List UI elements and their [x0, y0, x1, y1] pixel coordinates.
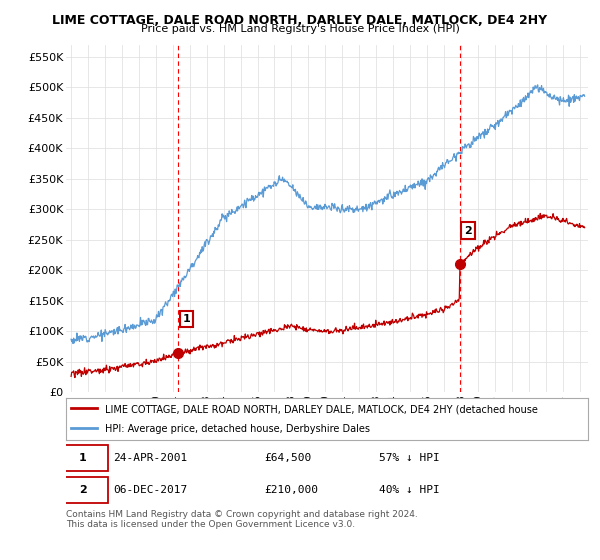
Text: 1: 1	[79, 453, 86, 463]
Text: HPI: Average price, detached house, Derbyshire Dales: HPI: Average price, detached house, Derb…	[105, 424, 370, 434]
Text: 24-APR-2001: 24-APR-2001	[113, 453, 187, 463]
Text: 57% ↓ HPI: 57% ↓ HPI	[379, 453, 440, 463]
Text: £210,000: £210,000	[265, 485, 319, 494]
Text: 1: 1	[182, 314, 190, 324]
Text: LIME COTTAGE, DALE ROAD NORTH, DARLEY DALE, MATLOCK, DE4 2HY (detached house: LIME COTTAGE, DALE ROAD NORTH, DARLEY DA…	[105, 404, 538, 414]
Text: Contains HM Land Registry data © Crown copyright and database right 2024.
This d: Contains HM Land Registry data © Crown c…	[66, 510, 418, 529]
FancyBboxPatch shape	[58, 477, 108, 503]
Text: £64,500: £64,500	[265, 453, 311, 463]
Text: Price paid vs. HM Land Registry's House Price Index (HPI): Price paid vs. HM Land Registry's House …	[140, 24, 460, 34]
Text: 06-DEC-2017: 06-DEC-2017	[113, 485, 187, 494]
Text: LIME COTTAGE, DALE ROAD NORTH, DARLEY DALE, MATLOCK, DE4 2HY: LIME COTTAGE, DALE ROAD NORTH, DARLEY DA…	[52, 14, 548, 27]
FancyBboxPatch shape	[58, 445, 108, 471]
Text: 2: 2	[464, 226, 472, 236]
Text: 40% ↓ HPI: 40% ↓ HPI	[379, 485, 440, 494]
Text: 2: 2	[79, 485, 86, 494]
